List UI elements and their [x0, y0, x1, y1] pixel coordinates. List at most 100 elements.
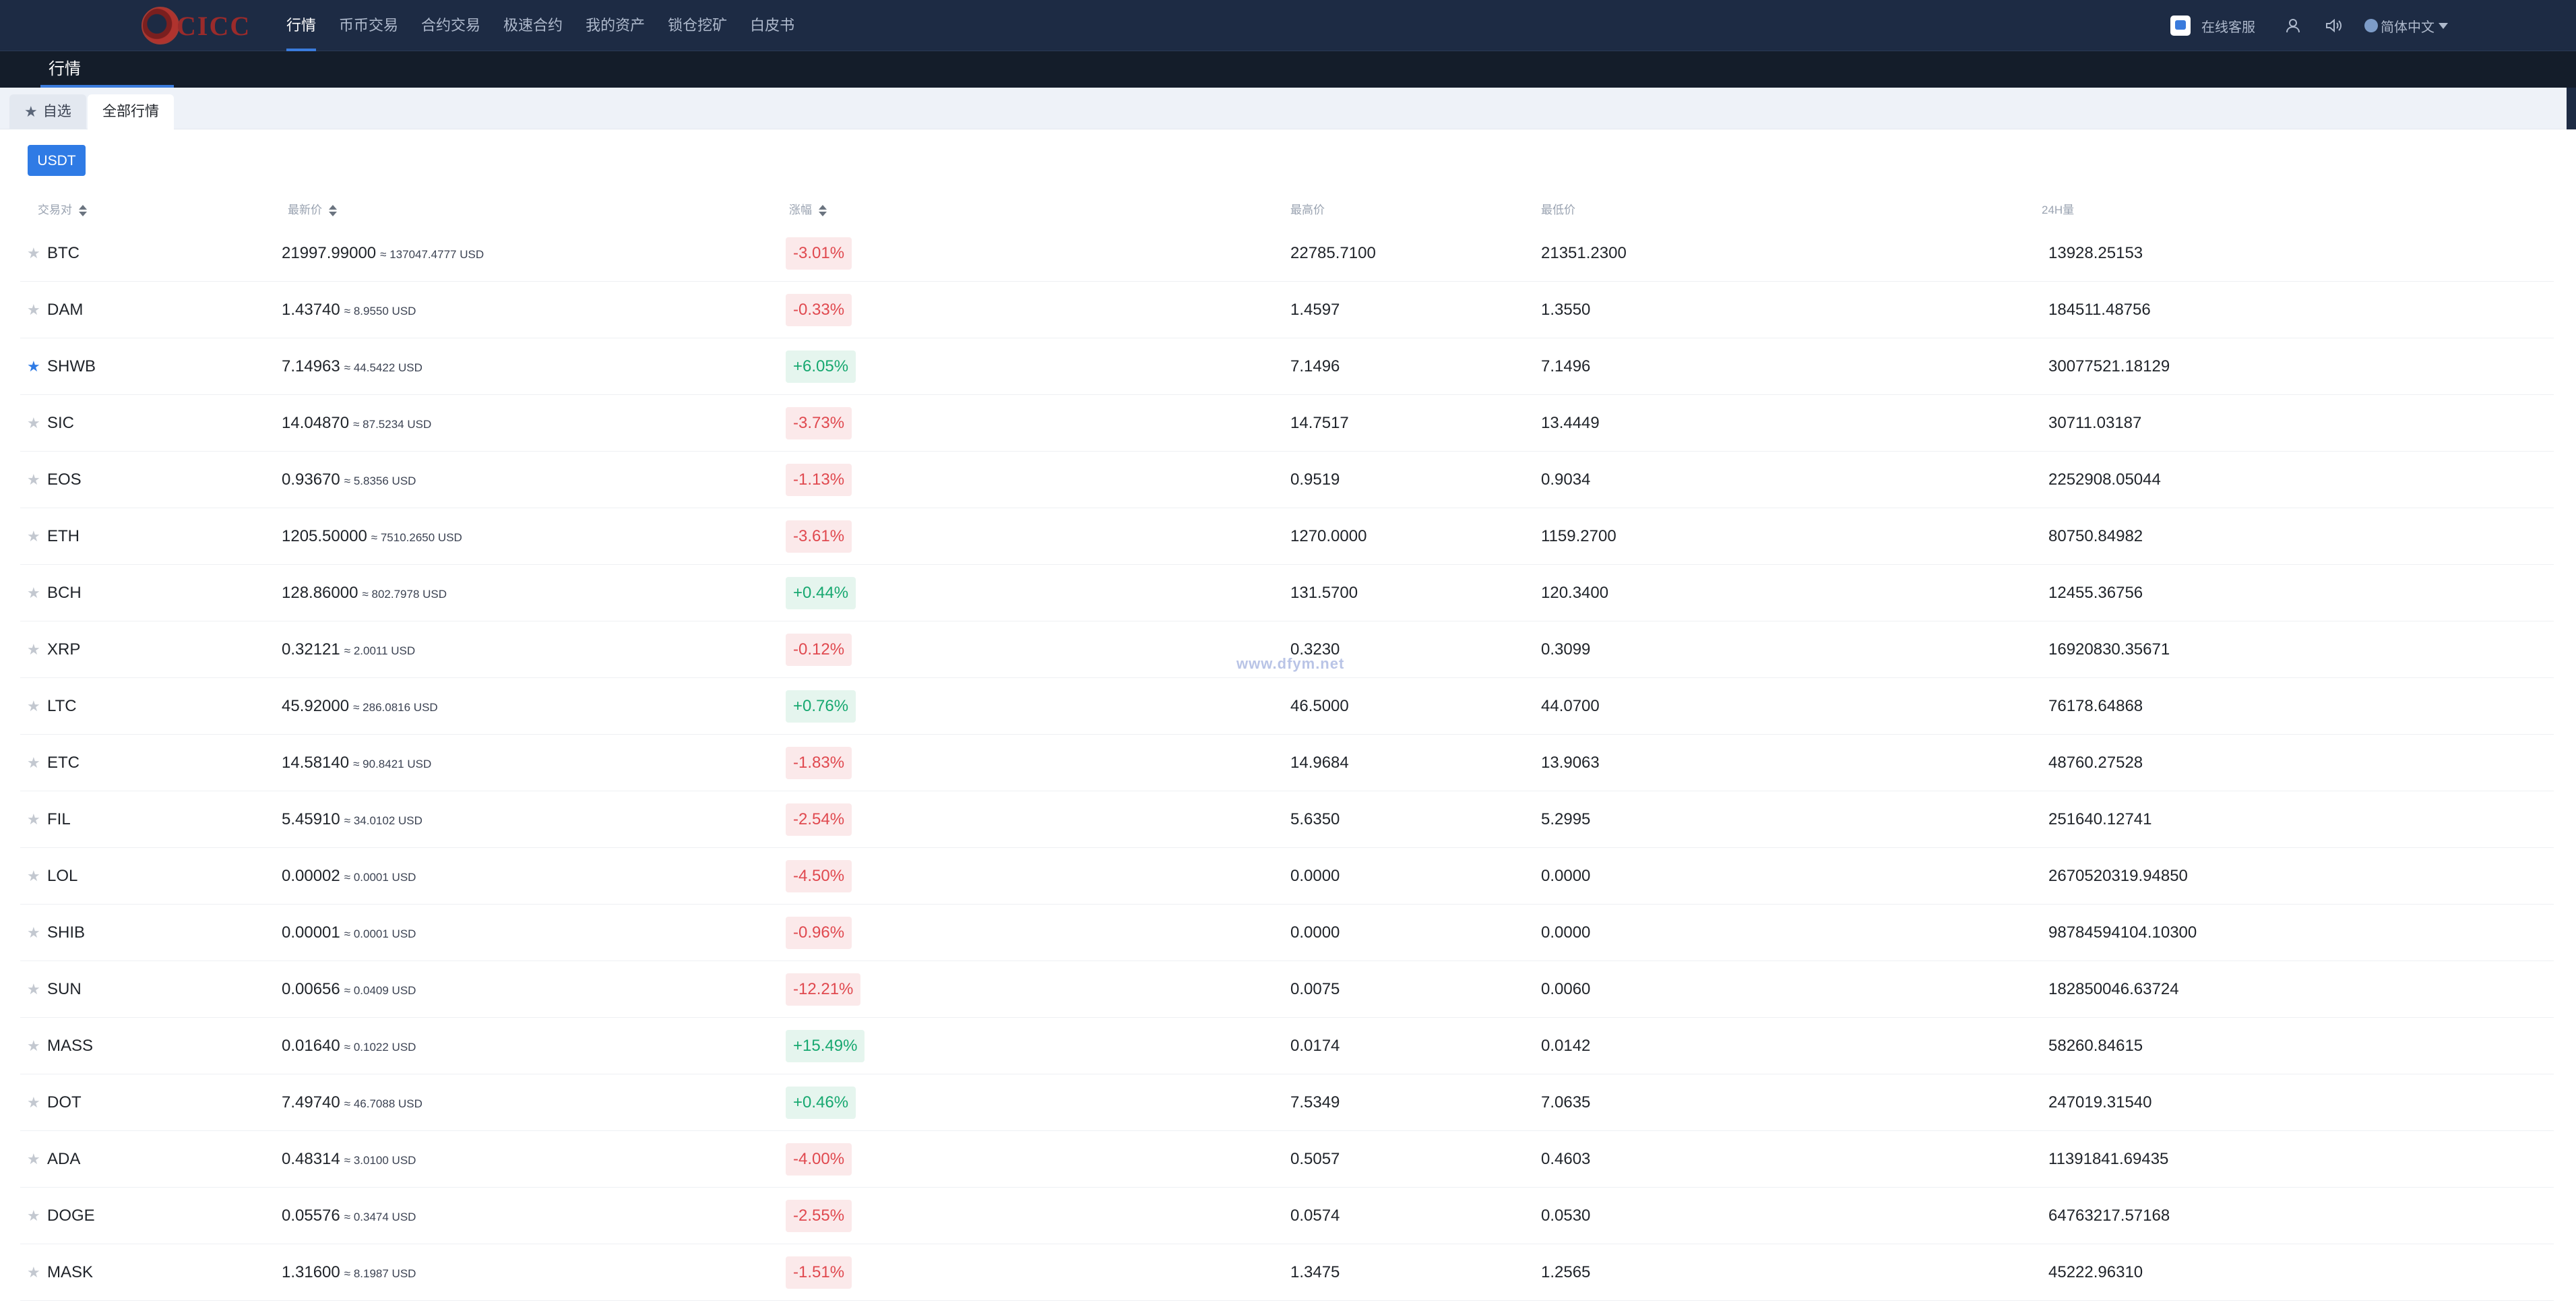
favorite-star-icon[interactable]: ★ — [27, 698, 40, 714]
tab-all-markets[interactable]: 全部行情 — [88, 94, 174, 129]
usd-equivalent: ≈ 87.5234 USD — [353, 418, 432, 431]
table-row[interactable]: ★ ADA 0.48314 ≈ 3.0100 USD -4.00% 0.5057 0.460… — [20, 1131, 2554, 1188]
favorite-star-icon[interactable]: ★ — [27, 528, 40, 545]
favorite-star-icon[interactable]: ★ — [27, 1037, 40, 1054]
volume-24h: 45222.96310 — [2048, 1263, 2143, 1281]
change-badge: -1.51% — [786, 1256, 852, 1289]
usd-equivalent: ≈ 44.5422 USD — [344, 361, 422, 374]
table-row[interactable]: ★ DOT 7.49740 ≈ 46.7088 USD +0.46% 7.5349 7.06… — [20, 1074, 2554, 1131]
favorite-star-icon[interactable]: ★ — [27, 924, 40, 941]
pair-name: XRP — [47, 640, 81, 659]
change-cell: +0.44% — [786, 577, 856, 609]
favorite-star-icon[interactable]: ★ — [27, 867, 40, 884]
change-badge: +0.76% — [786, 690, 856, 723]
logo-mark-icon — [142, 7, 179, 44]
usd-equivalent: ≈ 2.0011 USD — [344, 644, 416, 657]
tab-favorites[interactable]: ★ 自选 — [9, 94, 86, 129]
online-service-button[interactable]: 在线客服 — [2170, 16, 2255, 36]
column-header-price[interactable]: 最新价 — [288, 195, 337, 225]
high-price: 46.5000 — [1290, 697, 1349, 715]
favorite-star-icon[interactable]: ★ — [27, 358, 40, 375]
favorite-star-icon[interactable]: ★ — [27, 1094, 40, 1111]
change-cell: -2.54% — [786, 803, 852, 836]
high-price: 131.5700 — [1290, 584, 1358, 602]
low-price: 7.0635 — [1541, 1093, 1591, 1111]
favorite-star-icon[interactable]: ★ — [27, 301, 40, 318]
nav-item-my-assets[interactable]: 我的资产 — [586, 17, 646, 34]
nav-item-whitepaper[interactable]: 白皮书 — [750, 17, 795, 34]
user-icon[interactable] — [2284, 16, 2302, 35]
table-row[interactable]: ★ MASK 1.31600 ≈ 8.1987 USD -1.51% 1.3475 1.25… — [20, 1244, 2554, 1301]
favorite-star-icon[interactable]: ★ — [27, 1207, 40, 1224]
table-row[interactable]: ★ SHIB 0.00001 ≈ 0.0001 USD -0.96% 0.0000 0.00… — [20, 905, 2554, 961]
volume-24h: 64763217.57168 — [2048, 1207, 2170, 1225]
high-price: 1.4597 — [1290, 301, 1340, 319]
nav-item-fast-contract[interactable]: 极速合约 — [503, 17, 563, 34]
usd-equivalent: ≈ 8.1987 USD — [344, 1267, 416, 1280]
price-cell: 1.31600 ≈ 8.1987 USD — [282, 1244, 416, 1301]
table-row[interactable]: ★ DOGE 0.05576 ≈ 0.3474 USD -2.55% 0.0574 0.05… — [20, 1188, 2554, 1244]
nav-item-contract-trading[interactable]: 合约交易 — [421, 17, 481, 34]
service-chat-icon — [2170, 16, 2191, 36]
price-cell: 0.00656 ≈ 0.0409 USD — [282, 961, 416, 1018]
table-row[interactable]: ★ SHWB 7.14963 ≈ 44.5422 USD +6.05% 7.1496 7.1… — [20, 338, 2554, 395]
change-badge: +15.49% — [786, 1030, 865, 1062]
volume-24h: 98784594104.10300 — [2048, 923, 2197, 942]
favorite-star-icon[interactable]: ★ — [27, 981, 40, 998]
usd-equivalent: ≈ 0.0409 USD — [344, 984, 416, 997]
favorite-star-icon[interactable]: ★ — [27, 641, 40, 658]
table-row[interactable]: ★ EOS 0.93670 ≈ 5.8356 USD -1.13% 0.9519 0.903… — [20, 452, 2554, 508]
change-cell: +15.49% — [786, 1030, 865, 1062]
table-row[interactable]: ★ FIL 5.45910 ≈ 34.0102 USD -2.54% 5.6350 5.29… — [20, 791, 2554, 848]
price-cell: 7.14963 ≈ 44.5422 USD — [282, 338, 422, 395]
favorite-star-icon[interactable]: ★ — [27, 1264, 40, 1281]
table-row[interactable]: ★ BTC 21997.99000 ≈ 137047.4777 USD -3.01% 22… — [20, 225, 2554, 282]
favorite-star-icon[interactable]: ★ — [27, 811, 40, 828]
logo[interactable]: CICC — [142, 5, 251, 46]
last-price: 0.01640 — [282, 1037, 340, 1055]
usd-equivalent: ≈ 46.7088 USD — [344, 1097, 422, 1110]
nav-item-staking-mining[interactable]: 锁仓挖矿 — [668, 17, 728, 34]
volume-24h: 76178.64868 — [2048, 697, 2143, 715]
favorite-star-icon[interactable]: ★ — [27, 245, 40, 262]
table-row[interactable]: ★ MASS 0.01640 ≈ 0.1022 USD +15.49% 0.0174 0.0… — [20, 1018, 2554, 1074]
volume-24h: 2252908.05044 — [2048, 470, 2161, 489]
high-price: 1270.0000 — [1290, 527, 1367, 545]
table-header: 交易对 最新价 涨幅 最高价 最低价 24H量 — [20, 195, 2554, 225]
column-header-pair[interactable]: 交易对 — [38, 195, 87, 225]
change-cell: -4.50% — [786, 860, 852, 892]
speaker-icon[interactable] — [2324, 16, 2343, 35]
favorite-star-icon[interactable]: ★ — [27, 1151, 40, 1167]
nav-item-market[interactable]: 行情 — [286, 0, 317, 51]
page-title: 行情 — [49, 60, 81, 78]
table-row[interactable]: ★ XRP 0.32121 ≈ 2.0011 USD -0.12% 0.3230 0.309… — [20, 621, 2554, 678]
nav-item-spot-trading[interactable]: 币币交易 — [339, 17, 399, 34]
change-cell: -3.73% — [786, 407, 852, 439]
table-row[interactable]: ★ ETC 14.58140 ≈ 90.8421 USD -1.83% 14.9684 13… — [20, 735, 2554, 791]
favorite-star-icon[interactable]: ★ — [27, 754, 40, 771]
price-cell: 1205.50000 ≈ 7510.2650 USD — [282, 508, 462, 565]
change-cell: -12.21% — [786, 973, 861, 1006]
table-row[interactable]: ★ SUN 0.00656 ≈ 0.0409 USD -12.21% 0.0075 0.00… — [20, 961, 2554, 1018]
table-row[interactable]: ★ DAM 1.43740 ≈ 8.9550 USD -0.33% 1.4597 1.355… — [20, 282, 2554, 338]
table-row[interactable]: ★ SIC 14.04870 ≈ 87.5234 USD -3.73% 14.7517 13… — [20, 395, 2554, 452]
low-price: 0.9034 — [1541, 470, 1591, 489]
language-selector[interactable]: 简体中文 — [2364, 16, 2448, 36]
volume-24h: 182850046.63724 — [2048, 980, 2179, 998]
column-header-change[interactable]: 涨幅 — [789, 195, 827, 225]
favorite-star-icon[interactable]: ★ — [27, 471, 40, 488]
usdt-filter-button[interactable]: USDT — [28, 145, 86, 176]
table-row[interactable]: ★ LTC 45.92000 ≈ 286.0816 USD +0.76% 46.5000 4… — [20, 678, 2554, 735]
last-price: 0.00656 — [282, 980, 340, 998]
favorite-star-icon[interactable]: ★ — [27, 415, 40, 431]
favorite-star-icon[interactable]: ★ — [27, 584, 40, 601]
volume-24h: 80750.84982 — [2048, 527, 2143, 545]
price-cell: 0.48314 ≈ 3.0100 USD — [282, 1131, 416, 1188]
last-price: 14.58140 — [282, 754, 350, 772]
table-row[interactable]: ★ BCH 128.86000 ≈ 802.7978 USD +0.44% 131.570… — [20, 565, 2554, 621]
market-table: 交易对 最新价 涨幅 最高价 最低价 24H量 ★ BTC 21997.99000 ≈… — [20, 195, 2554, 1301]
pair-name: FIL — [47, 810, 71, 828]
table-row[interactable]: ★ ETH 1205.50000 ≈ 7510.2650 USD -3.61% 1270.… — [20, 508, 2554, 565]
usd-equivalent: ≈ 802.7978 USD — [362, 588, 447, 601]
table-row[interactable]: ★ LOL 0.00002 ≈ 0.0001 USD -4.50% 0.0000 0.000… — [20, 848, 2554, 905]
